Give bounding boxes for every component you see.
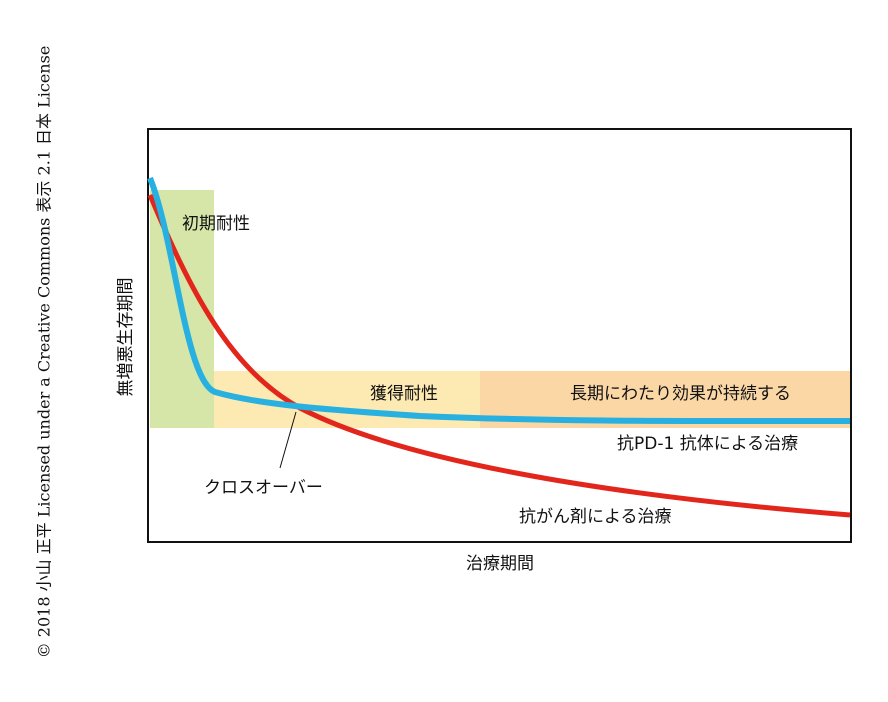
chemo-curve — [147, 194, 851, 518]
annotation: クロスオーバー — [204, 478, 323, 498]
region-label: 獲得耐性 — [370, 384, 438, 404]
x-axis-label: 治療期間 — [466, 554, 534, 574]
curve-label: 抗がん剤による治療 — [519, 507, 672, 527]
region-label: 長期にわたり効果が持続する — [570, 384, 791, 404]
pd1-curve — [147, 176, 851, 425]
curve-label: 抗PD-1 抗体による治療 — [617, 434, 798, 454]
region-label: 初期耐性 — [182, 214, 250, 234]
copyright: © 2018 小山 正平 Licensed under a Creative C… — [35, 46, 54, 659]
y-axis-label: 無増悪生存期間 — [116, 278, 136, 397]
crossover-pointer — [279, 411, 297, 469]
plot-frame — [147, 128, 852, 543]
